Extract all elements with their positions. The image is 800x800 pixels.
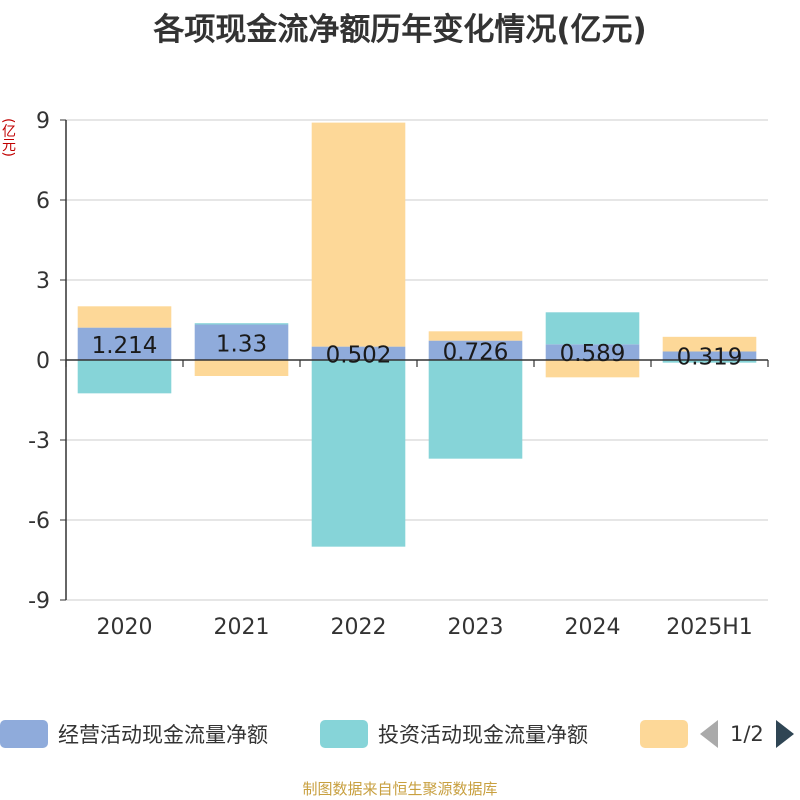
bar-s1-2025H1: [662, 360, 757, 363]
bar-s1-2023: [428, 360, 523, 459]
legend-item-investing[interactable]: 投资活动现金流量净额: [320, 712, 588, 756]
bar-s2-2022: [311, 122, 406, 347]
legend: 经营活动现金流量净额 投资活动现金流量净额 1/2: [0, 712, 800, 756]
bar-s2-2025H1: [662, 336, 757, 352]
bar-chart: 9 6 3 0 -3 -6 -9 2020 2021 2022 2023 2024 2025H1 1.2…: [28, 109, 769, 640]
bar-s0-2024: [545, 344, 640, 360]
bar-s1-2021: [194, 323, 289, 325]
legend-page-indicator: 1/2: [730, 722, 764, 746]
y-tick-label: -6: [28, 509, 50, 534]
x-category-label: 2023: [448, 615, 504, 640]
data-label: 0.502: [326, 342, 392, 368]
y-tick-label: -3: [28, 429, 50, 454]
y-tick-label: 9: [36, 109, 50, 134]
bar-s0-2020: [77, 327, 172, 360]
data-label: 0.726: [443, 339, 509, 365]
legend-prev-icon[interactable]: [700, 720, 718, 748]
legend-swatch-investing: [320, 720, 368, 748]
data-source-note: 制图数据来自恒生聚源数据库: [302, 780, 498, 798]
x-category-label: 2024: [565, 615, 621, 640]
data-label: 0.589: [560, 341, 626, 367]
bar-s2-2020: [77, 306, 172, 328]
legend-label-operating: 经营活动现金流量净额: [58, 723, 268, 747]
y-tick-label: 6: [36, 189, 50, 214]
bar-s0-2021: [194, 324, 289, 360]
legend-next-icon[interactable]: [775, 720, 794, 748]
x-category-label: 2020: [97, 615, 153, 640]
bar-s2-2021: [194, 360, 289, 376]
y-tick-label: -9: [28, 589, 50, 614]
bar-s0-2025H1: [662, 351, 757, 360]
bar-s2-2023: [428, 331, 523, 341]
bar-s1-2024: [545, 312, 640, 345]
chart-title: 各项现金流净额历年变化情况(亿元): [153, 12, 647, 48]
bar-s1-2022: [311, 360, 406, 547]
y-tick-label: 0: [36, 349, 50, 374]
legend-item-third[interactable]: [640, 712, 698, 756]
data-label: 1.33: [216, 331, 267, 357]
bar-s0-2022: [311, 346, 406, 360]
bar-s0-2023: [428, 340, 523, 360]
bar-s1-2020: [77, 360, 172, 394]
y-tick-label: 3: [36, 269, 50, 294]
legend-swatch-third: [640, 720, 688, 748]
legend-swatch-operating: [0, 720, 48, 748]
legend-item-operating[interactable]: 经营活动现金流量净额: [0, 712, 268, 756]
data-label: 1.214: [92, 333, 158, 359]
x-category-label: 2025H1: [666, 615, 753, 640]
x-category-label: 2021: [214, 615, 270, 640]
legend-label-investing: 投资活动现金流量净额: [378, 723, 588, 747]
y-axis-unit: (亿元): [0, 118, 16, 157]
data-label: 0.319: [677, 345, 743, 371]
x-category-label: 2022: [331, 615, 387, 640]
legend-pager: 1/2: [700, 712, 794, 756]
bar-s2-2024: [545, 360, 640, 378]
